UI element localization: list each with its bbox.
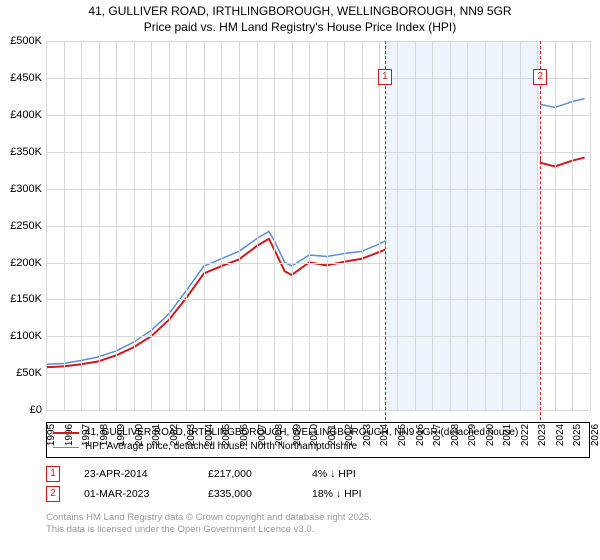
legend-swatch-subject [53, 432, 79, 434]
legend-label-hpi: HPI: Average price, detached house, Nort… [85, 440, 357, 454]
gridline-h [46, 152, 590, 153]
gridline-h [46, 41, 590, 42]
legend-footer: 41, GULLIVER ROAD, IRTHLINGBOROUGH, WELL… [46, 422, 590, 537]
title-line-2: Price paid vs. HM Land Registry's House … [0, 20, 600, 36]
legend-swatch-hpi [53, 447, 79, 448]
ytick-label: £350K [0, 146, 42, 158]
gridline-v [186, 41, 187, 410]
gridline-v [502, 41, 503, 410]
ytick-label: £450K [0, 72, 42, 84]
gridline-h [46, 189, 590, 190]
marker-line [540, 41, 541, 420]
gridline-h [46, 299, 590, 300]
gridline-v [292, 41, 293, 410]
annotation-marker: 1 [46, 466, 60, 482]
gridline-h [46, 115, 590, 116]
annotation-date: 23-APR-2014 [84, 468, 184, 480]
gridline-v [204, 41, 205, 410]
gridline-v [485, 41, 486, 410]
gridline-v [555, 41, 556, 410]
ytick-label: £300K [0, 183, 42, 195]
gridline-v [327, 41, 328, 410]
annotation-table: 1 23-APR-2014 £217,000 4% ↓ HPI 2 01-MAR-2023… [46, 464, 590, 504]
title-block: 41, GULLIVER ROAD, IRTHLINGBOROUGH, WELL… [0, 0, 600, 37]
ytick-label: £500K [0, 35, 42, 47]
gridline-h [46, 226, 590, 227]
gridline-v [46, 41, 47, 410]
legend-row-hpi: HPI: Average price, detached house, Nort… [53, 440, 583, 454]
annotation-row: 2 01-MAR-2023 £335,000 18% ↓ HPI [46, 484, 590, 504]
gridline-v [344, 41, 345, 410]
gridline-v [274, 41, 275, 410]
ytick-label: £0 [0, 404, 42, 416]
gridline-v [432, 41, 433, 410]
attribution: Contains HM Land Registry data © Crown c… [46, 512, 590, 537]
gridline-v [221, 41, 222, 410]
gridline-v [520, 41, 521, 410]
ytick-label: £200K [0, 257, 42, 269]
gridline-v [257, 41, 258, 410]
gridline-v [590, 41, 591, 410]
gridline-v [537, 41, 538, 410]
annotation-price: £335,000 [208, 488, 288, 500]
ytick-label: £100K [0, 330, 42, 342]
marker-line [385, 41, 386, 420]
title-line-1: 41, GULLIVER ROAD, IRTHLINGBOROUGH, WELL… [0, 4, 600, 20]
gridline-v [151, 41, 152, 410]
gridline-v [81, 41, 82, 410]
gridline-h [46, 410, 590, 411]
gridline-v [467, 41, 468, 410]
gridline-h [46, 373, 590, 374]
annotation-price: £217,000 [208, 468, 288, 480]
gridline-v [415, 41, 416, 410]
gridline-v [362, 41, 363, 410]
gridline-v [64, 41, 65, 410]
gridline-v [169, 41, 170, 410]
gridline-v [397, 41, 398, 410]
ytick-label: £400K [0, 109, 42, 121]
ytick-label: £50K [0, 367, 42, 379]
annotation-row: 1 23-APR-2014 £217,000 4% ↓ HPI [46, 464, 590, 484]
ytick-label: £150K [0, 293, 42, 305]
marker-box: 2 [533, 69, 547, 85]
gridline-h [46, 78, 590, 79]
attribution-line-2: This data is licensed under the Open Gov… [46, 524, 590, 536]
attribution-line-1: Contains HM Land Registry data © Crown c… [46, 512, 590, 524]
marker-box: 1 [378, 69, 392, 85]
legend-row-subject: 41, GULLIVER ROAD, IRTHLINGBOROUGH, WELL… [53, 426, 583, 440]
gridline-h [46, 336, 590, 337]
legend-label-subject: 41, GULLIVER ROAD, IRTHLINGBOROUGH, WELL… [85, 426, 518, 440]
gridline-v [239, 41, 240, 410]
legend-box: 41, GULLIVER ROAD, IRTHLINGBOROUGH, WELL… [46, 422, 590, 458]
chart-area: £0£50K£100K£150K£200K£250K£300K£350K£400… [46, 41, 590, 411]
gridline-v [450, 41, 451, 410]
ytick-label: £250K [0, 220, 42, 232]
annotation-marker: 2 [46, 486, 60, 502]
annotation-delta: 4% ↓ HPI [312, 468, 356, 480]
gridline-v [116, 41, 117, 410]
plot-region: £0£50K£100K£150K£200K£250K£300K£350K£400… [46, 41, 590, 410]
gridline-h [46, 263, 590, 264]
annotation-date: 01-MAR-2023 [84, 488, 184, 500]
gridline-v [379, 41, 380, 410]
xtick-label: 2026 [590, 424, 600, 446]
annotation-delta: 18% ↓ HPI [312, 488, 362, 500]
gridline-v [309, 41, 310, 410]
gridline-v [572, 41, 573, 410]
gridline-v [99, 41, 100, 410]
chart-container: 41, GULLIVER ROAD, IRTHLINGBOROUGH, WELL… [0, 0, 600, 560]
gridline-v [134, 41, 135, 410]
